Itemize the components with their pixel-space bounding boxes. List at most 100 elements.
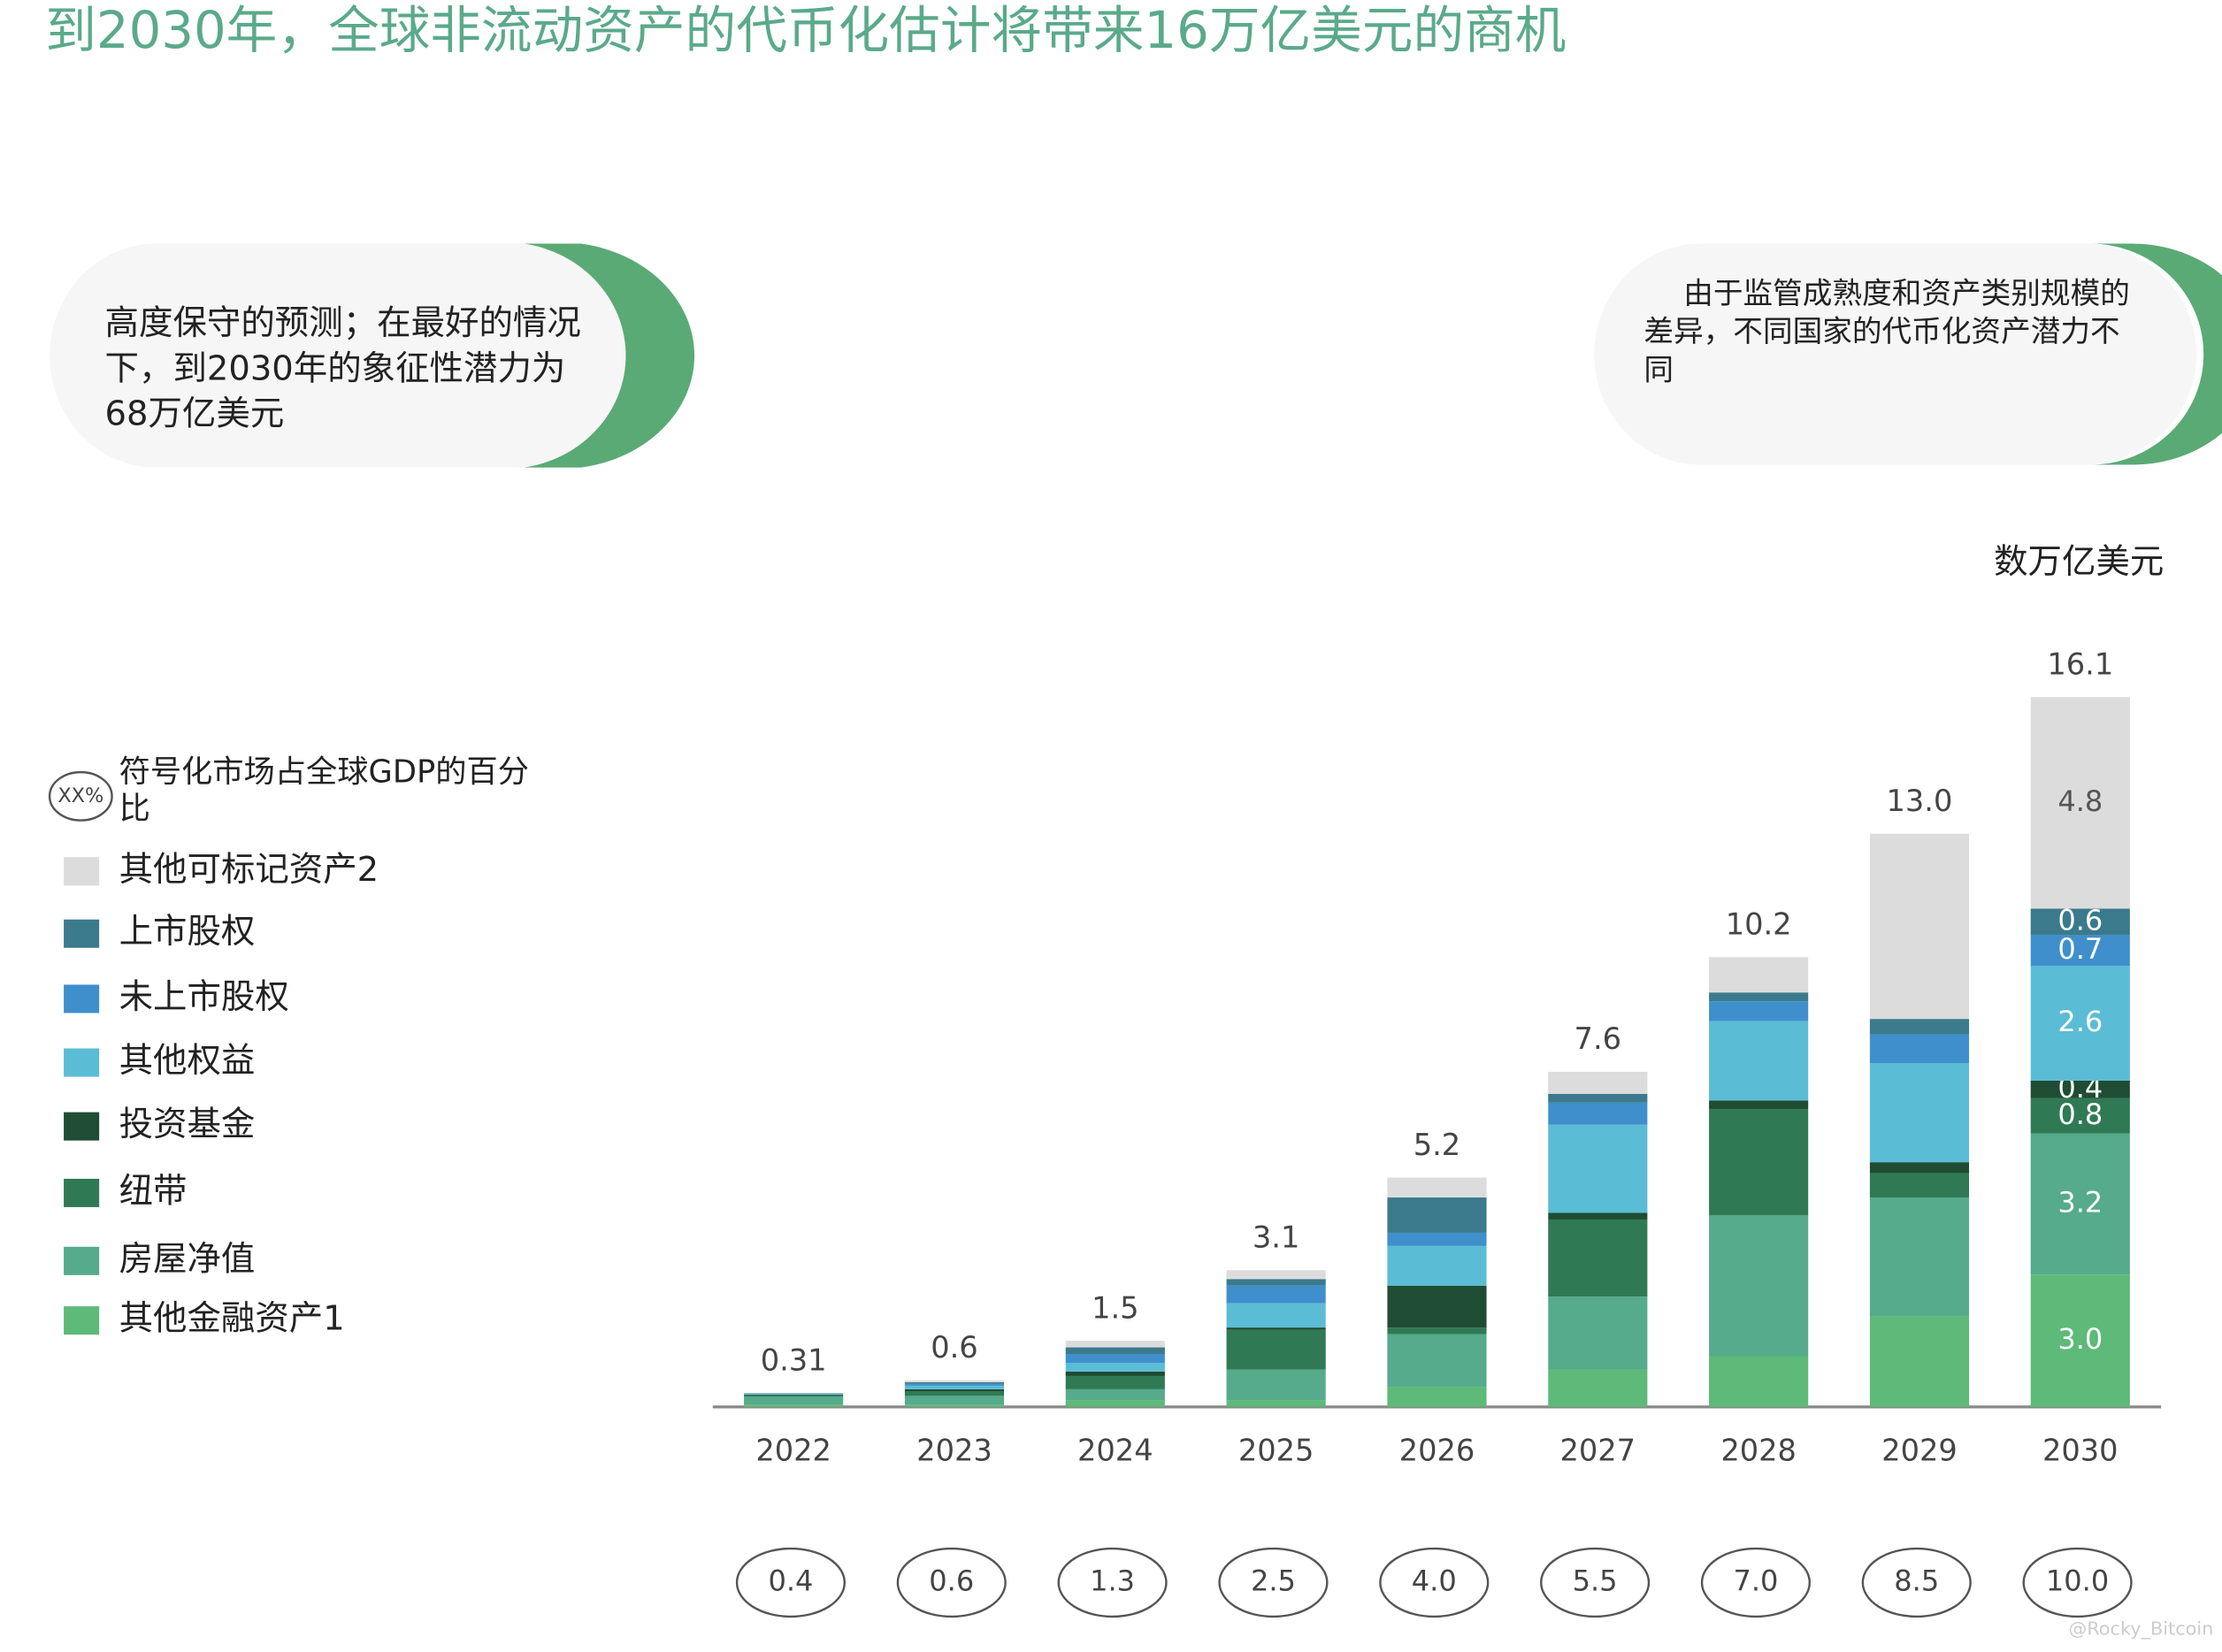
bar-segment xyxy=(1548,1296,1648,1370)
total-label: 16.1 xyxy=(2047,646,2113,681)
total-label: 10.2 xyxy=(1726,907,1792,942)
gdp-circle xyxy=(2022,1547,2133,1618)
callout-arc xyxy=(524,243,695,468)
bar-segment xyxy=(1709,1021,1809,1101)
bar-segment xyxy=(1709,957,1809,993)
bar-segment xyxy=(1387,1197,1487,1233)
segment-label: 3.0 xyxy=(2057,1322,2103,1356)
bar-segment xyxy=(1226,1329,1326,1370)
legend-swatch xyxy=(64,1246,100,1275)
bar-segment xyxy=(1548,1102,1648,1125)
gdp-circle xyxy=(1379,1547,1490,1618)
gdp-circle xyxy=(1218,1547,1329,1618)
bar-segment xyxy=(1869,1197,1970,1317)
bar-segment xyxy=(1065,1388,1165,1401)
legend-swatch xyxy=(64,857,100,886)
bar-segment xyxy=(904,1383,1005,1386)
legend-label: 投资基金 xyxy=(119,1105,256,1144)
segment-label: 0.8 xyxy=(2057,1098,2103,1131)
x-tick-label: 2030 xyxy=(2042,1434,2119,1468)
gdp-label: 2.5 xyxy=(1251,1564,1296,1597)
bar-segment xyxy=(744,1404,844,1407)
callout-bg xyxy=(1594,243,2197,465)
callout-right-text: 由于监管成熟度和资产类别规模的差异，不同国家的代币化资产潜力不同 xyxy=(1644,276,2130,387)
gdp-label: 4.0 xyxy=(1412,1564,1457,1597)
bar-segment xyxy=(1387,1177,1487,1198)
gdp-label: 1.3 xyxy=(1090,1564,1135,1597)
gdp-circle xyxy=(1540,1547,1651,1618)
bar-segment xyxy=(1226,1270,1326,1280)
legend-label: 其他金融资产1 xyxy=(119,1299,345,1339)
callout-left: 高度保守的预测；在最好的情况下，到2030年的象征性潜力为68万亿美元 xyxy=(104,302,581,434)
bar-segment xyxy=(1869,1162,1970,1174)
bar-segment xyxy=(1548,1212,1648,1220)
bar-segment xyxy=(1869,1173,1970,1198)
bar-segment xyxy=(1548,1124,1648,1213)
gdp-label: 0.4 xyxy=(768,1564,813,1597)
x-tick-label: 2026 xyxy=(1399,1434,1475,1468)
bar-segment xyxy=(1226,1285,1326,1304)
gdp-circle xyxy=(735,1547,847,1618)
bar-segment xyxy=(1065,1371,1165,1376)
bar-segment xyxy=(1548,1093,1648,1103)
bar-segment xyxy=(1869,833,1970,1020)
bar-segment xyxy=(1065,1400,1165,1407)
gdp-label: 0.6 xyxy=(929,1564,974,1597)
gdp-circle xyxy=(1861,1547,1972,1618)
bar-segment xyxy=(1548,1071,1648,1094)
segment-label: 4.8 xyxy=(2057,784,2103,818)
total-label: 0.31 xyxy=(761,1343,827,1378)
bar-segment xyxy=(1226,1303,1326,1328)
x-tick-label: 2028 xyxy=(1720,1434,1797,1468)
segment-label: 2.6 xyxy=(2057,1005,2103,1038)
segment-label: 3.2 xyxy=(2057,1186,2103,1220)
gdp-circle xyxy=(1700,1547,1812,1618)
legend-label: 未上市股权 xyxy=(119,977,289,1017)
x-tick-label: 2023 xyxy=(916,1434,992,1468)
legend-label: 其他可标记资产2 xyxy=(119,850,379,890)
segment-label: 0.6 xyxy=(2057,903,2103,937)
gdp-legend: 符号化市场占全球GDP的百分比 xyxy=(119,754,529,828)
bar-segment xyxy=(1709,1356,1809,1407)
callout-bg xyxy=(50,243,634,468)
chart-title: 到2030年，全球非流动资产的代币化估计将带来16万亿美元的商机 xyxy=(45,0,1566,60)
bar-segment xyxy=(2030,1098,2130,1134)
watermark: @Rocky_Bitcoin xyxy=(2068,1618,2213,1640)
bar-segment xyxy=(1065,1347,1165,1355)
bar-segment xyxy=(904,1381,1005,1384)
callout-right: 由于监管成熟度和资产类别规模的差异，不同国家的代币化资产潜力不同 xyxy=(1644,276,2130,387)
gdp-label: 10.0 xyxy=(2046,1564,2109,1597)
bar-segment xyxy=(1226,1327,1326,1330)
bar-segment xyxy=(904,1380,1005,1382)
bar-segment xyxy=(1548,1219,1648,1297)
total-label: 7.6 xyxy=(1575,1021,1621,1056)
bar-segment xyxy=(2030,1133,2130,1275)
bar-segment xyxy=(1226,1400,1326,1407)
unit-label: 数万亿美元 xyxy=(1994,542,2164,582)
bar-segment xyxy=(1226,1279,1326,1286)
callout-arc xyxy=(2090,243,2222,465)
total-label: 1.5 xyxy=(1092,1290,1138,1325)
bar-segment xyxy=(1387,1387,1487,1407)
legend-swatch xyxy=(64,1112,100,1141)
bar-segment xyxy=(1709,1001,1809,1021)
bar-segment xyxy=(2030,966,2130,1081)
legend-label: 纽带 xyxy=(119,1171,188,1211)
bar-segment xyxy=(1709,1109,1809,1215)
gdp-label: 5.5 xyxy=(1573,1564,1618,1597)
legend-label: 房屋净值 xyxy=(119,1239,256,1279)
legend-swatch xyxy=(64,984,100,1013)
bar-segment xyxy=(904,1404,1005,1407)
bar-segment xyxy=(1709,1100,1809,1110)
gdp-circle xyxy=(1057,1547,1168,1618)
total-label: 0.6 xyxy=(931,1330,977,1365)
legend-label: 上市股权 xyxy=(119,912,256,952)
gdp-legend-text: 符号化市场占全球GDP的百分比 xyxy=(119,754,529,828)
bar-segment xyxy=(1387,1334,1487,1388)
callout-left-text: 高度保守的预测；在最好的情况下，到2030年的象征性潜力为68万亿美元 xyxy=(104,302,581,434)
bar-segment xyxy=(1387,1245,1487,1286)
x-tick-label: 2024 xyxy=(1077,1434,1153,1468)
bar-segment xyxy=(1869,1019,1970,1035)
bar-segment xyxy=(904,1388,1005,1392)
